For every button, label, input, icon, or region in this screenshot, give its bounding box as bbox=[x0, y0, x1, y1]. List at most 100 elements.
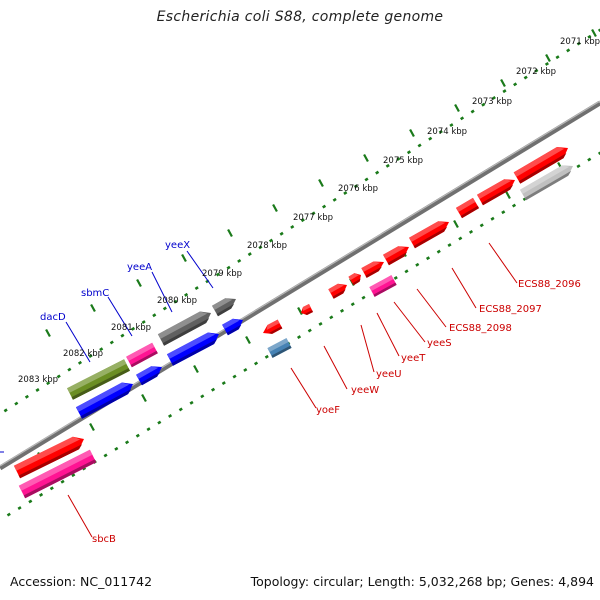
outer-scale-major-tick bbox=[90, 303, 96, 313]
inner-scale-minor-tick bbox=[318, 321, 323, 326]
leader-ECS88_2098 bbox=[416, 288, 447, 328]
outer-scale-minor-tick bbox=[120, 333, 125, 338]
inner-scale-minor-tick bbox=[232, 374, 237, 379]
inner-scale-minor-tick bbox=[511, 203, 517, 208]
inner-scale-minor-tick bbox=[168, 414, 173, 418]
inner-scale-minor-tick bbox=[243, 368, 248, 372]
accession-text: Accession: NC_011742 bbox=[10, 574, 153, 589]
inner-scale-minor-tick bbox=[49, 486, 54, 491]
outer-scale-minor-tick bbox=[375, 170, 380, 175]
inner-scale-minor-tick bbox=[157, 420, 162, 425]
gene-blue-4 bbox=[75, 382, 133, 419]
outer-scale-major-tick bbox=[318, 178, 324, 188]
gene-label-yoeF: yoeF bbox=[316, 405, 340, 416]
gene-red-4 bbox=[409, 221, 449, 249]
gene-magenta-3-shadow bbox=[23, 459, 97, 499]
leader-yeeS bbox=[393, 301, 426, 343]
gene-label-yeeS: yeeS bbox=[427, 338, 452, 349]
inner-scale-minor-tick bbox=[404, 269, 409, 274]
outer-scale-minor-tick bbox=[46, 381, 51, 386]
outer-scale-minor-tick bbox=[215, 272, 220, 277]
inner-scale-major-tick bbox=[89, 422, 95, 432]
gene-blue-4-highlight bbox=[75, 382, 130, 412]
inner-scale-minor-tick bbox=[307, 328, 312, 333]
outer-scale-minor-tick bbox=[396, 157, 401, 162]
inner-scale-major-tick bbox=[141, 393, 147, 403]
gene-red-2-highlight bbox=[477, 179, 512, 199]
outer-scale-major-tick bbox=[591, 28, 597, 38]
gene-gray-1-shadow bbox=[216, 303, 235, 317]
scale-label: 2073 kbp bbox=[472, 97, 512, 107]
scale-label: 2082 kbp bbox=[63, 349, 103, 359]
inner-scale-minor-tick bbox=[576, 164, 581, 169]
inner-scale-minor-tick bbox=[264, 354, 269, 359]
inner-scale-minor-tick bbox=[597, 151, 600, 155]
inner-scale-minor-tick bbox=[479, 223, 484, 228]
gene-red-9-highlight bbox=[302, 303, 311, 311]
gene-red-10 bbox=[263, 319, 283, 334]
inner-scale-minor-tick bbox=[329, 315, 334, 320]
gene-red-10-shadow bbox=[268, 326, 283, 334]
gene-magenta-3 bbox=[18, 449, 97, 499]
gene-red-3-shadow bbox=[460, 205, 480, 219]
inner-scale-minor-tick bbox=[103, 453, 108, 458]
gene-red-11-shadow bbox=[18, 444, 83, 479]
inner-scale-major-tick bbox=[505, 190, 511, 200]
gene-olive-highlight bbox=[67, 359, 127, 393]
scale-label: 2081 kbp bbox=[111, 323, 151, 333]
gene-magenta-1-highlight bbox=[369, 275, 394, 292]
outer-scale-minor-tick bbox=[24, 394, 29, 399]
gene-light-gray bbox=[519, 165, 573, 201]
gene-red-8-shadow bbox=[332, 289, 346, 299]
outer-scale-minor-tick bbox=[502, 89, 507, 94]
gene-red-3-highlight bbox=[455, 197, 476, 212]
outer-scale-minor-tick bbox=[449, 123, 454, 128]
gene-red-6 bbox=[361, 261, 384, 278]
scale-label: 2077 kbp bbox=[293, 213, 333, 223]
scale-label: 2076 kbp bbox=[338, 184, 378, 194]
gene-light-gray-shadow bbox=[524, 170, 572, 201]
inner-scale-major-tick bbox=[453, 219, 459, 229]
outer-scale-major-tick bbox=[45, 328, 51, 338]
inner-scale-minor-tick bbox=[17, 506, 22, 510]
gene-label-yeeT: yeeT bbox=[401, 353, 426, 364]
leader-ECS88_2096 bbox=[488, 242, 518, 284]
outer-scale-minor-tick bbox=[417, 143, 422, 148]
genome-summary-text: Topology: circular; Length: 5,032,268 bp… bbox=[250, 574, 594, 589]
inner-scale-minor-tick bbox=[39, 492, 44, 497]
inner-scale-minor-tick bbox=[361, 295, 366, 300]
gene-gray-1 bbox=[212, 298, 236, 317]
labels: 2071 kbp 2072 kbp 2073 kbp 2074 kbp 2075 kbp… bbox=[18, 37, 600, 545]
outer-scale-minor-tick bbox=[385, 163, 390, 168]
outer-scale-minor-tick bbox=[353, 184, 358, 189]
gene-red-11-highlight bbox=[13, 436, 81, 471]
inner-scale-minor-tick bbox=[135, 433, 140, 438]
outer-scale-minor-tick bbox=[513, 82, 518, 87]
inner-scale-minor-tick bbox=[350, 302, 355, 307]
gene-blue-4-body bbox=[75, 382, 133, 419]
gene-steel-blue-highlight bbox=[267, 338, 289, 353]
gene-red-4-body bbox=[409, 221, 449, 249]
gene-label-yeeA: yeeA bbox=[127, 262, 152, 273]
leader-ECS88_2097 bbox=[451, 267, 477, 309]
gene-olive bbox=[67, 359, 130, 400]
gene-red-8-highlight bbox=[328, 283, 344, 294]
gene-blue-2-body bbox=[166, 332, 219, 366]
leader-yeeA bbox=[151, 271, 173, 313]
gene-red-11-body bbox=[13, 436, 84, 479]
gene-red-9 bbox=[301, 303, 314, 316]
inner-scale-minor-tick bbox=[178, 407, 183, 412]
gene-magenta-2 bbox=[126, 342, 158, 368]
outer-scale-minor-tick bbox=[555, 55, 560, 60]
gene-steel-blue-shadow bbox=[271, 345, 292, 358]
scale-label: 2072 kbp bbox=[516, 67, 556, 77]
inner-scale-minor-tick bbox=[200, 394, 205, 399]
label-leader-lines bbox=[0, 242, 518, 538]
outer-scale-minor-tick bbox=[534, 68, 539, 73]
gene-label-ECS88_2097: ECS88_2097 bbox=[479, 304, 542, 315]
outer-scale-major-tick bbox=[363, 153, 369, 163]
outer-scale-major-tick bbox=[409, 128, 415, 138]
gene-label-ECS88_2098: ECS88_2098 bbox=[449, 323, 512, 334]
gene-red-3 bbox=[455, 197, 480, 219]
